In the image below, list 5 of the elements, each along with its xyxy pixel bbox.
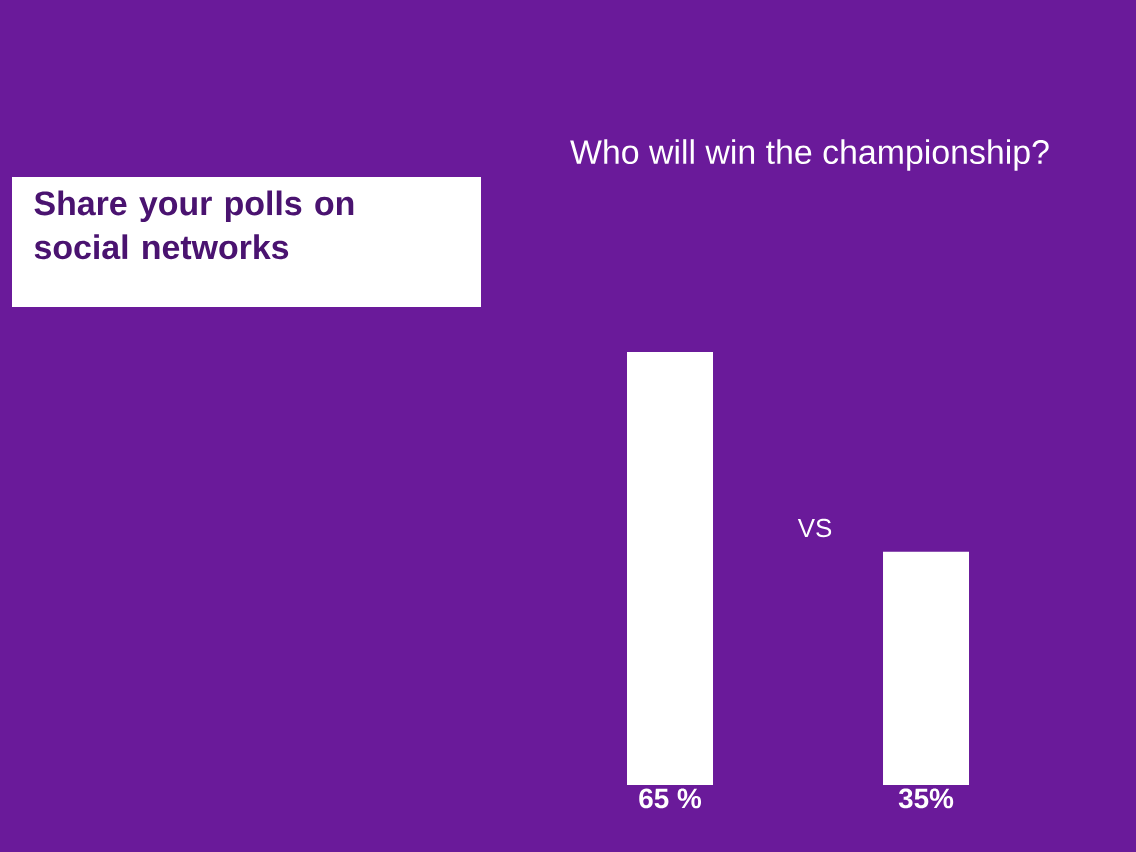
data-label: 65 % [639,788,702,809]
annotation: VS [797,518,832,538]
data-label: 35% [898,788,954,809]
text: Share your polls on social networks [34,190,354,260]
chart-title: Who will win the championship? [570,139,1049,171]
